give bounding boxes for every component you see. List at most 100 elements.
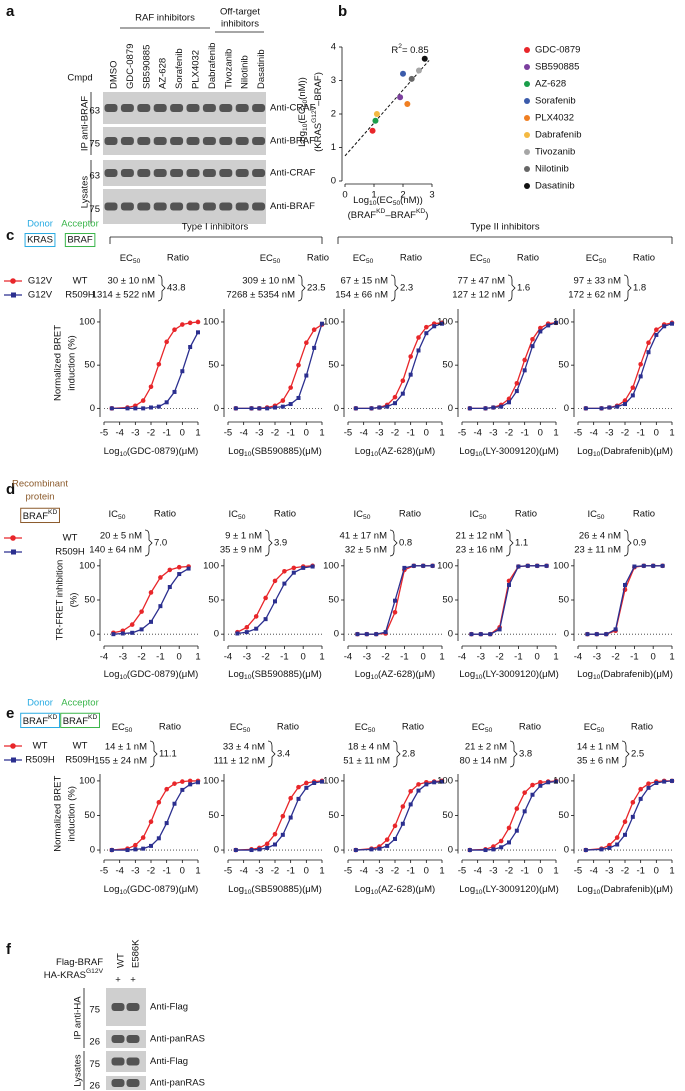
donor-protein: KRAS <box>27 235 53 246</box>
x-tick-label: -2 <box>611 652 619 663</box>
text-segment: Log <box>104 446 120 457</box>
y-tick-label: 0 <box>331 176 336 187</box>
y-tick-label: 50 <box>328 360 339 371</box>
x-tick-label: -1 <box>636 866 644 877</box>
data-point <box>630 800 636 805</box>
brace <box>390 274 399 302</box>
data-point <box>353 848 358 853</box>
legend-swatch <box>524 47 530 53</box>
acceptor-protein: BRAFKD <box>63 714 98 726</box>
data-point <box>632 564 637 569</box>
data-point <box>392 823 398 829</box>
text-segment: KD <box>376 208 385 215</box>
text-segment: 50 <box>393 200 401 207</box>
stat-header: EC50 <box>584 722 605 735</box>
x-tick-label: -1 <box>520 428 528 439</box>
stat-header: EC50 <box>586 253 607 266</box>
data-point <box>172 781 177 786</box>
data-point <box>408 372 413 377</box>
stat-header: EC50 <box>260 253 281 266</box>
label-box <box>64 233 96 248</box>
x-tick-label: 0 <box>654 428 659 439</box>
text-segment: Log <box>577 669 593 680</box>
data-point <box>312 780 317 785</box>
legend-label: PLX4032 <box>535 113 574 124</box>
blot-band <box>235 202 249 211</box>
blot-band <box>235 104 249 112</box>
y-tick-label: 1 <box>331 142 336 153</box>
stat-value: 35 ± 9 nM <box>220 545 262 556</box>
data-point <box>416 782 421 787</box>
data-point <box>301 565 306 570</box>
blot-band <box>153 137 167 145</box>
scatter-point <box>372 117 379 124</box>
stat-header: EC50 <box>353 253 374 266</box>
ratio-header: Ratio <box>159 722 181 733</box>
data-point <box>499 845 504 850</box>
axis-label: Log10(Dabrafenib)(μM) <box>577 669 673 682</box>
x-tick-label: 0 <box>342 190 347 201</box>
y-tick-label: 100 <box>203 316 219 327</box>
x-tick-label: -3 <box>255 866 263 877</box>
blot-band <box>153 202 167 211</box>
stat-value: 111 ± 12 nM <box>214 756 265 767</box>
lane-label: Tivozanib <box>223 49 234 89</box>
stat-value: 26 ± 4 nM <box>579 531 621 542</box>
x-tick-label: -5 <box>458 866 466 877</box>
axis-label: Log10(Dabrafenib)(μM) <box>577 446 673 459</box>
scatter-point <box>415 67 422 74</box>
data-point <box>651 563 656 568</box>
lane-label: WT <box>116 953 127 968</box>
text-segment: Log <box>228 884 244 895</box>
label-box <box>60 712 100 729</box>
protein-label: BRAFKD <box>23 509 58 521</box>
text-segment: (nM)) <box>297 77 308 100</box>
data-point <box>483 406 488 411</box>
y-tick-label: 0 <box>334 845 339 856</box>
text-segment: R <box>391 45 398 56</box>
text-segment: 10 <box>120 451 128 458</box>
fit-line <box>235 780 323 851</box>
data-point <box>430 563 435 568</box>
data-point <box>585 632 590 637</box>
stat-value: 97 ± 33 nM <box>574 276 622 287</box>
text-segment: KD <box>416 208 425 215</box>
plus-label: + <box>115 975 121 986</box>
data-point <box>133 406 138 411</box>
data-point <box>599 406 604 411</box>
stat-value: 41 ± 17 nM <box>340 531 388 542</box>
data-point <box>646 781 651 786</box>
y-tick-label: 50 <box>208 595 219 606</box>
blot-band <box>137 169 151 177</box>
axis-label: Log10(EC50(nM)) <box>297 77 310 147</box>
data-point <box>280 813 286 819</box>
trendline <box>344 60 430 157</box>
data-point <box>393 401 397 406</box>
data-point <box>244 630 249 635</box>
data-point <box>599 847 604 852</box>
data-point <box>400 821 405 826</box>
blot-band <box>126 1003 140 1011</box>
text-segment: 50 <box>368 727 376 734</box>
x-tick-label: -2 <box>505 866 513 877</box>
text-segment: (SB590885)(μM) <box>251 669 321 680</box>
fit-line <box>469 780 557 851</box>
data-point <box>273 842 277 847</box>
data-point <box>312 345 317 350</box>
data-point <box>310 564 315 569</box>
group-label: inhibitors <box>221 19 259 30</box>
blot-label: Anti-panRAS <box>150 1034 205 1045</box>
x-tick-label: -2 <box>147 866 155 877</box>
x-tick-label: 3 <box>429 190 434 201</box>
data-point <box>630 814 635 819</box>
x-tick-label: -2 <box>147 428 155 439</box>
text-segment: EC <box>353 253 366 264</box>
ratio-header: Ratio <box>633 253 655 264</box>
axis-label: Normalized BRET <box>53 776 64 852</box>
data-point <box>408 802 413 807</box>
axis-label: Log10(LY-3009120)(μM) <box>459 446 558 459</box>
lane-label: Dabrafenib <box>207 43 218 89</box>
brace <box>149 740 158 768</box>
x-tick-label: -5 <box>224 866 232 877</box>
text-segment: 10 <box>371 451 379 458</box>
